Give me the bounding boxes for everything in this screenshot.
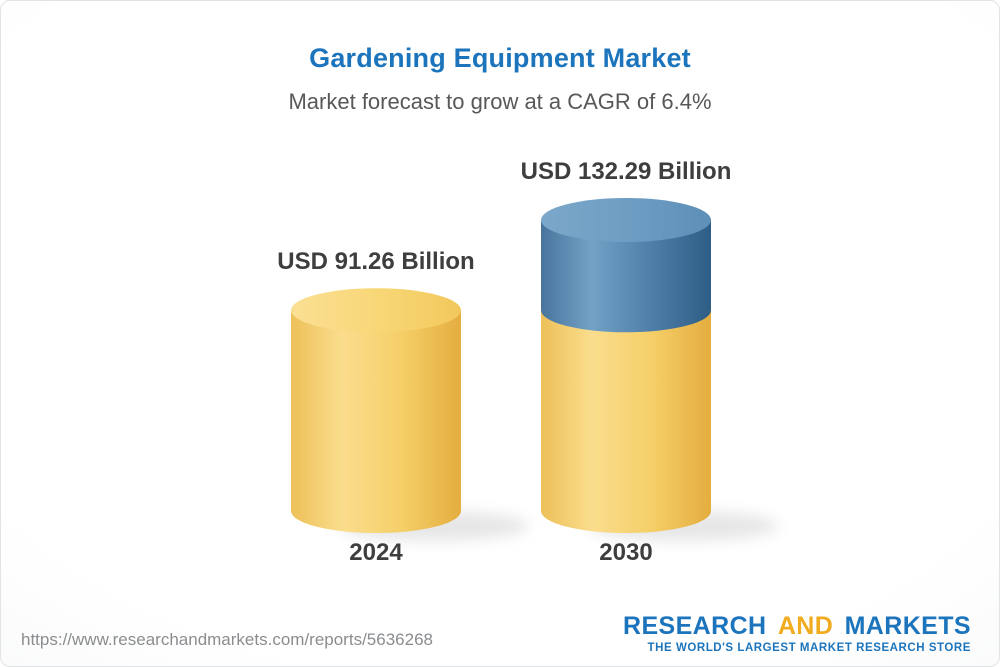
value-label-2024: USD 91.26 Billion	[277, 248, 475, 276]
value-label-2030: USD 132.29 Billion	[520, 158, 732, 185]
logo-wordmark: RESEARCH AND MARKETS	[623, 613, 971, 639]
source-url: https://www.researchandmarkets.com/repor…	[21, 630, 433, 649]
logo-word-and: AND	[777, 611, 834, 640]
logo-word-research: RESEARCH	[622, 611, 767, 640]
logo-tagline: THE WORLD'S LARGEST MARKET RESEARCH STOR…	[647, 642, 971, 654]
category-label-2030: 2030	[599, 539, 653, 566]
page-title: Gardening Equipment Market	[309, 43, 691, 73]
chart-subtitle: Market forecast to grow at a CAGR of 6.4…	[288, 89, 712, 114]
category-label-2024: 2024	[349, 539, 403, 566]
logo-word-markets: MARKETS	[844, 611, 971, 640]
research-and-markets-logo: RESEARCH AND MARKETS THE WORLD'S LARGEST…	[623, 613, 971, 654]
